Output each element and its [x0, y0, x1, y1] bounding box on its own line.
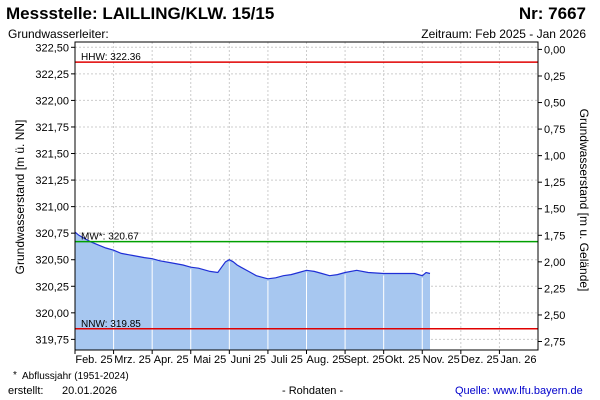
y-tick-label-right: 2,00: [544, 257, 565, 269]
y-tick-label-left: 321,00: [35, 202, 69, 214]
x-tick-label: Feb. 25: [75, 354, 112, 366]
x-tick-label: Dez. 25: [461, 354, 499, 366]
created-date: 20.01.2026: [62, 385, 118, 397]
y-tick-label-right: 0,75: [544, 124, 565, 136]
x-tick-label: Sept. 25: [344, 354, 385, 366]
x-tick-label: Apr. 25: [154, 354, 189, 366]
x-tick-label: Mai 25: [193, 354, 226, 366]
y-tick-label-left: 320,00: [35, 308, 69, 320]
x-tick-label: Jan. 26: [500, 354, 536, 366]
y-tick-label-left: 319,75: [35, 334, 69, 346]
y-tick-label-right: 1,75: [544, 230, 565, 242]
y-tick-label-left: 322,00: [35, 95, 69, 107]
y-tick-label-right: 0,00: [544, 44, 565, 56]
y-tick-label-left: 321,50: [35, 149, 69, 161]
reference-line-label: NNW: 319.85: [81, 319, 141, 330]
series-line: [74, 231, 431, 280]
x-tick-label: Okt. 25: [385, 354, 420, 366]
y-axis-left: 322,50 322,25 322,00 321,75 321,50 321,25 321,…: [35, 42, 75, 346]
y-tick-label-right: 1,00: [544, 151, 565, 163]
x-tick-label: Aug. 25: [307, 354, 345, 366]
reference-line-label: MW*: 320.67: [81, 232, 139, 243]
period-label: Zeitraum: Feb 2025 - Jan 2026: [421, 27, 586, 41]
y-axis-right: 0,00 0,25 0,50 0,75 1,00 1,25 1,50 1,75 2,00 2,25…: [538, 44, 565, 349]
footnote-star: *: [13, 370, 17, 381]
series-area: [75, 232, 430, 350]
x-tick-label: Juli 25: [271, 354, 303, 366]
y-tick-label-right: 2,25: [544, 283, 565, 295]
y-tick-label-right: 2,50: [544, 310, 565, 322]
y-tick-label-left: 321,75: [35, 122, 69, 134]
x-tick-label: Juni 25: [231, 354, 266, 366]
x-tick-label: Nov. 25: [423, 354, 460, 366]
y-tick-label-right: 1,50: [544, 204, 565, 216]
footnote: Abflussjahr (1951-2024): [22, 371, 129, 382]
y-tick-label-right: 1,25: [544, 177, 565, 189]
reference-lines: HHW: 322.36 MW*: 320.67 NNW: 319.85: [75, 52, 538, 330]
raw-data-note: - Rohdaten -: [282, 385, 344, 397]
y-tick-label-left: 322,50: [35, 42, 69, 54]
y-tick-label-left: 322,25: [35, 69, 69, 81]
y-axis-right-label: Grundwasserstand [m u. Gelände]: [577, 109, 591, 292]
source-link[interactable]: Quelle: www.lfu.bayern.de: [455, 385, 583, 397]
page-title: Messstelle: LAILLING/KLW. 15/15: [6, 4, 275, 23]
x-axis: Feb. 25 Mrz. 25 Apr. 25 Mai 25 Juni 25 Juli 2…: [74, 350, 536, 366]
x-tick-label: Mrz. 25: [114, 354, 151, 366]
y-tick-label-left: 320,25: [35, 281, 69, 293]
y-tick-label-right: 0,50: [544, 98, 565, 110]
created-label: erstellt:: [8, 385, 44, 397]
aquifer-label: Grundwasserleiter:: [8, 27, 109, 41]
reference-line-label: HHW: 322.36: [81, 52, 141, 63]
y-tick-label-right: 0,25: [544, 71, 565, 83]
y-tick-label-left: 321,25: [35, 175, 69, 187]
series-layer: [74, 231, 431, 350]
y-tick-label-left: 320,50: [35, 255, 69, 267]
station-number: Nr: 7667: [518, 4, 586, 23]
y-tick-label-right: 2,75: [544, 337, 565, 349]
y-tick-label-left: 320,75: [35, 228, 69, 240]
y-axis-left-label: Grundwasserstand [m ü. NN]: [13, 120, 27, 275]
